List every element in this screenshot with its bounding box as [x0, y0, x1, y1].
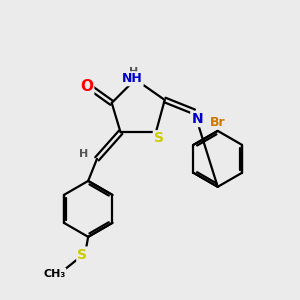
Text: CH₃: CH₃	[43, 269, 65, 279]
Text: H: H	[129, 67, 138, 77]
Text: NH: NH	[122, 72, 143, 85]
Text: S: S	[154, 131, 164, 145]
Text: S: S	[77, 248, 87, 262]
Text: Br: Br	[210, 116, 226, 128]
Text: N: N	[191, 112, 203, 126]
Text: H: H	[79, 149, 88, 159]
Text: O: O	[80, 79, 93, 94]
